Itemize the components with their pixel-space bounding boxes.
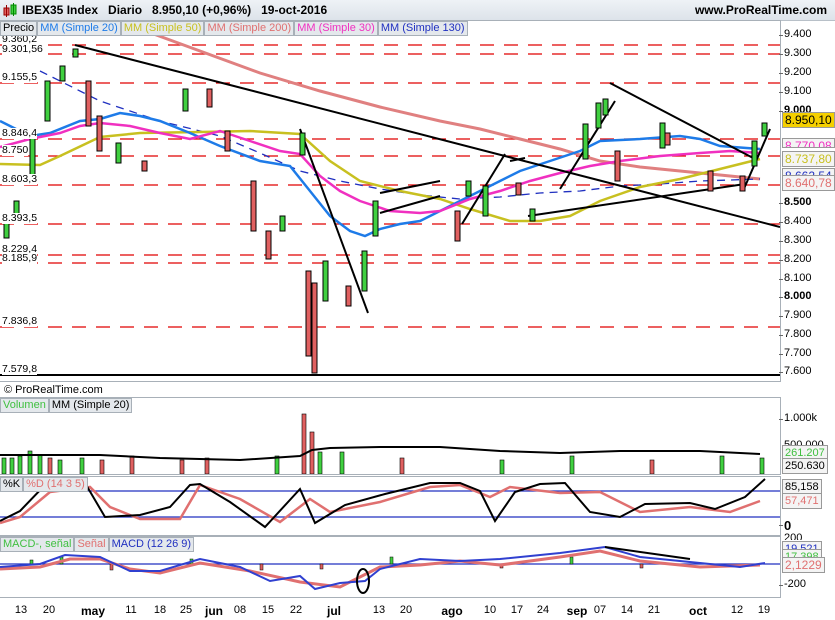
axis-tick: 7.600 (779, 365, 812, 377)
legend-sma30[interactable]: MM (Simple 30) (294, 21, 378, 36)
sma200-box: 8.640,78 (782, 175, 835, 191)
legend-macd[interactable]: MACD (12 26 9) (108, 537, 195, 552)
x-tick-label: 14 (620, 604, 634, 616)
x-tick-label: 22 (289, 604, 303, 616)
copyright: © ProRealTime.com (4, 384, 103, 396)
legend-k[interactable]: %K (0, 477, 24, 492)
macd-chart (0, 545, 780, 594)
axis-tick: 7.800 (779, 328, 812, 340)
volume-legend: Volumen MM (Simple 20) (0, 398, 133, 413)
price-axis[interactable]: 9.400 9.300 9.200 9.100 9.000 8.500 8.40… (779, 20, 835, 380)
axis-tick: 500.000 (784, 439, 824, 447)
axis-tick: 8.300 (779, 234, 812, 246)
x-tick-label: 17 (510, 604, 524, 616)
axis-tick: 8.100 (779, 272, 812, 284)
x-tick-label: 08 (233, 604, 247, 616)
axis-tick: 9.100 (779, 85, 812, 97)
x-tick-label: 20 (42, 604, 56, 616)
x-tick-label: 10 (483, 604, 497, 616)
legend-sma130[interactable]: MM (Simple 130) (377, 21, 468, 36)
x-tick-label: 13 (372, 604, 386, 616)
axis-tick: 9.200 (779, 66, 812, 78)
stochastic-panel[interactable]: %K %D (14 3 5) (0, 476, 781, 536)
x-tick-label: 19 (757, 604, 771, 616)
level-label: 8.846,4 (2, 127, 38, 139)
title-bar: IBEX35 Index Diario 8.950,10 (+0,96%) 19… (0, 0, 835, 21)
d-box: 57,471 (782, 493, 822, 509)
x-tick-label: 07 (593, 604, 607, 616)
level-label: 8.185,9 (2, 252, 38, 264)
level-label: 9.301,56 (2, 43, 43, 55)
axis-tick: 9.300 (779, 47, 812, 59)
signal-box: 2,1229 (782, 557, 825, 573)
legend-d[interactable]: %D (14 3 5) (23, 477, 88, 492)
x-axis[interactable]: 13 20 may 11 18 25 jun 08 15 22 jul 13 20 ago 10 17 24 se… (0, 598, 780, 620)
x-tick-label: 13 (14, 604, 28, 616)
level-label: 7.579,8 (2, 363, 38, 375)
volume-axis[interactable]: 1.000k 500.000 261.207 250.630 (778, 397, 835, 474)
axis-tick: 7.700 (779, 347, 812, 359)
axis-tick: 8.000 (779, 290, 812, 302)
x-tick-label: 12 (730, 604, 744, 616)
x-tick-label: jul (327, 604, 341, 618)
level-label: 8.229,4 (2, 243, 38, 255)
macd-legend: MACD-, señal Señal MACD (12 26 9) (0, 537, 195, 552)
legend-macd-hist[interactable]: MACD-, señal (0, 537, 75, 552)
x-tick-label: 15 (261, 604, 275, 616)
volume-chart (0, 413, 765, 474)
x-tick-label: 20 (399, 604, 413, 616)
level-label: 8.603,3 (2, 173, 38, 185)
macd-axis[interactable]: 200 19,521 17,398 2,1229 -200 (778, 532, 835, 596)
candlestick-icon (3, 3, 17, 17)
x-tick-label: 24 (536, 604, 550, 616)
legend-precio[interactable]: Precio (0, 21, 38, 36)
level-label: 9.155,5 (2, 71, 38, 83)
legend-sma200[interactable]: MM (Simple 200) (204, 21, 295, 36)
legend-volumen[interactable]: Volumen (0, 398, 49, 413)
x-tick-label: 18 (153, 604, 167, 616)
macd-panel[interactable]: MACD-, señal Señal MACD (12 26 9) (0, 536, 781, 598)
legend-vol-sma20[interactable]: MM (Simple 20) (48, 398, 133, 413)
legend-signal[interactable]: Señal (74, 537, 109, 552)
x-tick-label: jun (205, 604, 223, 618)
k-box: 85,158 (782, 479, 822, 495)
x-tick-label: oct (689, 604, 707, 618)
volume-sma-box: 250.630 (782, 458, 828, 474)
level-label: 7.836,8 (2, 315, 38, 327)
sma30-box: 8.770,08 (782, 138, 835, 148)
axis-tick: -200 (778, 578, 807, 590)
x-tick-label: 21 (647, 604, 661, 616)
level-label: 9.360,2 (2, 33, 38, 45)
level-label: 8.750 (2, 144, 29, 156)
stoch-chart (0, 478, 780, 529)
volume-panel[interactable]: Volumen MM (Simple 20) (0, 397, 781, 475)
last-price-box: 8.950,10 (782, 112, 835, 128)
stoch-legend: %K %D (14 3 5) (0, 477, 88, 492)
level-label: 8.393,5 (2, 212, 38, 224)
axis-tick: 9.400 (779, 28, 812, 40)
axis-tick: 7.900 (779, 309, 812, 321)
price-legend: Precio MM (Simple 20) MM (Simple 50) MM … (0, 21, 468, 36)
stoch-axis[interactable]: 85,158 57,471 0 (778, 476, 835, 534)
x-tick-label: ago (441, 604, 463, 618)
chart-title: IBEX35 Index Diario 8.950,10 (+0,96%) 19… (22, 3, 328, 17)
x-tick-label: 25 (179, 604, 193, 616)
x-tick-label: may (80, 604, 106, 618)
site-link[interactable]: www.ProRealTime.com (694, 3, 827, 17)
axis-tick: 8.500 (779, 196, 812, 208)
price-panel[interactable]: Precio MM (Simple 20) MM (Simple 50) MM … (0, 20, 781, 396)
sma50-box: 8.737,80 (782, 151, 835, 167)
x-tick-label: 11 (125, 604, 137, 616)
axis-tick: 8.200 (779, 253, 812, 265)
axis-tick: 0 (778, 518, 792, 533)
legend-sma50[interactable]: MM (Simple 50) (120, 21, 205, 36)
price-chart (0, 27, 780, 376)
axis-tick: 8.400 (779, 215, 812, 227)
axis-tick: 200 (784, 532, 803, 540)
legend-sma20[interactable]: MM (Simple 20) (37, 21, 121, 36)
x-tick-label: sep (566, 604, 588, 618)
axis-tick: 1.000k (778, 412, 818, 424)
